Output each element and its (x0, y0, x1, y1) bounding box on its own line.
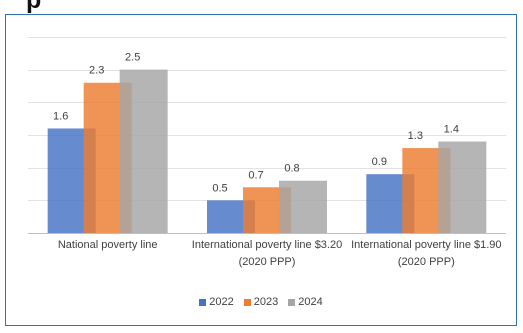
category-label: (2020 PPP) (239, 256, 296, 268)
chart-frame: 1.6 2.3 2.5 National poverty line 0.5 0.7 0.8 I… (5, 14, 517, 326)
legend-swatch (243, 298, 251, 306)
category-label: National poverty line (58, 239, 158, 251)
legend-item: 2024 (288, 296, 323, 308)
data-label: 1.6 (53, 110, 68, 122)
data-label: 0.9 (372, 156, 387, 168)
category-label: International poverty line $3.20 (192, 239, 342, 251)
legend-swatch (288, 298, 296, 306)
data-label: 2.3 (89, 65, 104, 77)
data-label: 0.7 (248, 169, 263, 181)
data-label: 2.5 (125, 52, 140, 64)
data-label: 0.5 (212, 182, 227, 194)
legend-item: 2023 (243, 296, 279, 308)
legend-item: 2022 (199, 296, 234, 308)
data-label: 0.8 (284, 163, 299, 175)
category-label: International poverty line $1.90 (351, 239, 501, 251)
chart-legend: 2022 2023 2024 (6, 296, 516, 308)
page-heading-fragment: p (26, 0, 42, 14)
data-label: 1.3 (408, 130, 423, 142)
legend-swatch (199, 298, 207, 306)
category-label: (2020 PPP) (398, 256, 455, 268)
legend-label: 2024 (298, 296, 323, 308)
bar-2024 (119, 69, 168, 233)
legend-label: 2022 (209, 296, 234, 308)
legend-label: 2023 (253, 296, 279, 308)
bar-2024 (279, 180, 327, 233)
bar-chart: 1.6 2.3 2.5 National poverty line 0.5 0.7 0.8 I… (28, 37, 506, 268)
data-label: 1.4 (444, 124, 459, 136)
bar-2024 (438, 141, 487, 233)
